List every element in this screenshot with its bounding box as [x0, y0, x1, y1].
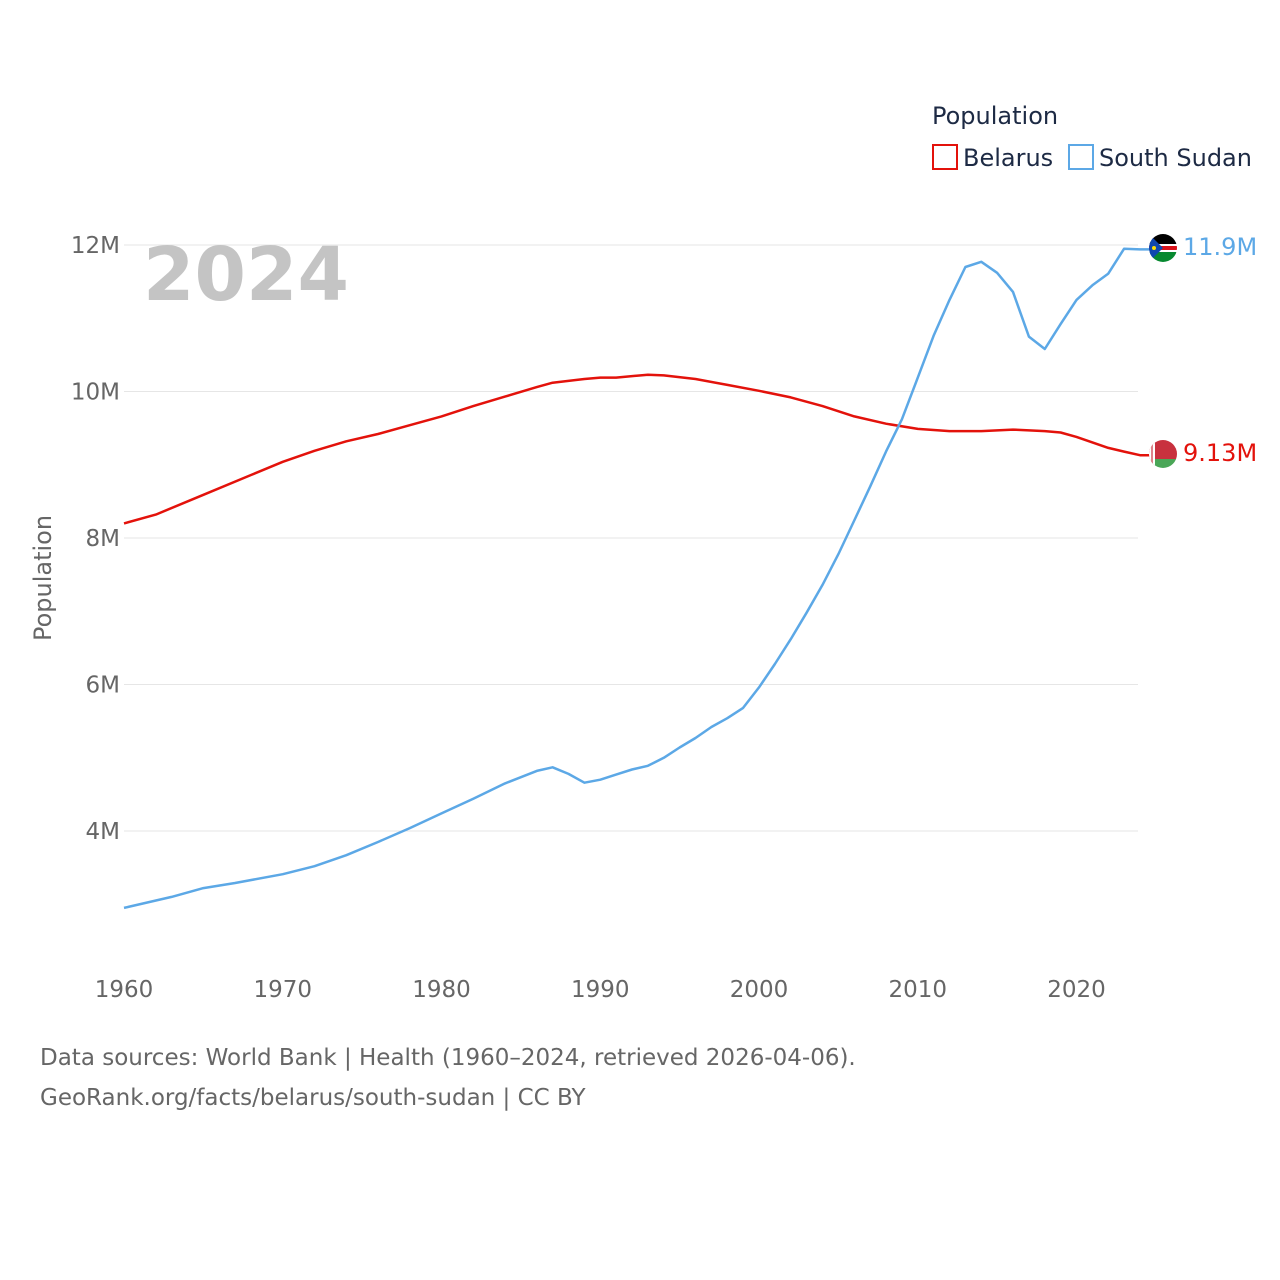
legend: Population Belarus South Sudan [932, 102, 1252, 172]
south-sudan-end-label: 11.9M [1183, 233, 1257, 261]
current-year-label: 2024 [143, 232, 349, 318]
series-line-south-sudan[interactable] [123, 247, 1152, 910]
belarus-end-label: 9.13M [1183, 439, 1257, 467]
end-marker-south-sudan: 11.9M [1149, 233, 1257, 262]
y-tick-label: 10M [71, 380, 120, 406]
x-axis-ticks: 1960 1970 1980 1990 2000 2010 2020 [95, 977, 1106, 1003]
y-tick-label: 6M [86, 673, 120, 699]
y-tick-label: 8M [86, 526, 120, 552]
legend-swatch-south-sudan [1068, 144, 1094, 170]
y-axis-ticks: 4M 6M 8M 10M 12M [71, 233, 120, 845]
x-tick-label: 2010 [888, 977, 947, 1003]
legend-label-south-sudan: South Sudan [1099, 144, 1252, 172]
y-tick-label: 4M [86, 819, 120, 845]
legend-label-belarus: Belarus [963, 144, 1053, 172]
x-tick-label: 1980 [412, 977, 471, 1003]
legend-item-south-sudan[interactable]: South Sudan [1068, 144, 1252, 172]
footer-attribution[interactable]: GeoRank.org/facts/belarus/south-sudan | … [40, 1085, 586, 1111]
footer-sources: Data sources: World Bank | Health (1960–… [40, 1045, 856, 1071]
legend-swatch-belarus [932, 144, 958, 170]
y-tick-label: 12M [71, 233, 120, 259]
x-tick-label: 2020 [1047, 977, 1106, 1003]
legend-item-belarus[interactable]: Belarus [932, 144, 1053, 172]
legend-title: Population [932, 102, 1058, 130]
y-axis-title: Population [29, 515, 57, 641]
series-line-belarus[interactable] [123, 373, 1152, 525]
x-tick-label: 2000 [730, 977, 789, 1003]
belarus-flag-icon [1149, 440, 1177, 468]
x-tick-label: 1960 [95, 977, 154, 1003]
x-tick-label: 1970 [253, 977, 312, 1003]
gridlines [124, 244, 1138, 832]
x-tick-label: 1990 [571, 977, 630, 1003]
series-lines [123, 247, 1152, 910]
south-sudan-flag-icon [1149, 234, 1177, 262]
end-marker-belarus: 9.13M [1149, 439, 1257, 468]
